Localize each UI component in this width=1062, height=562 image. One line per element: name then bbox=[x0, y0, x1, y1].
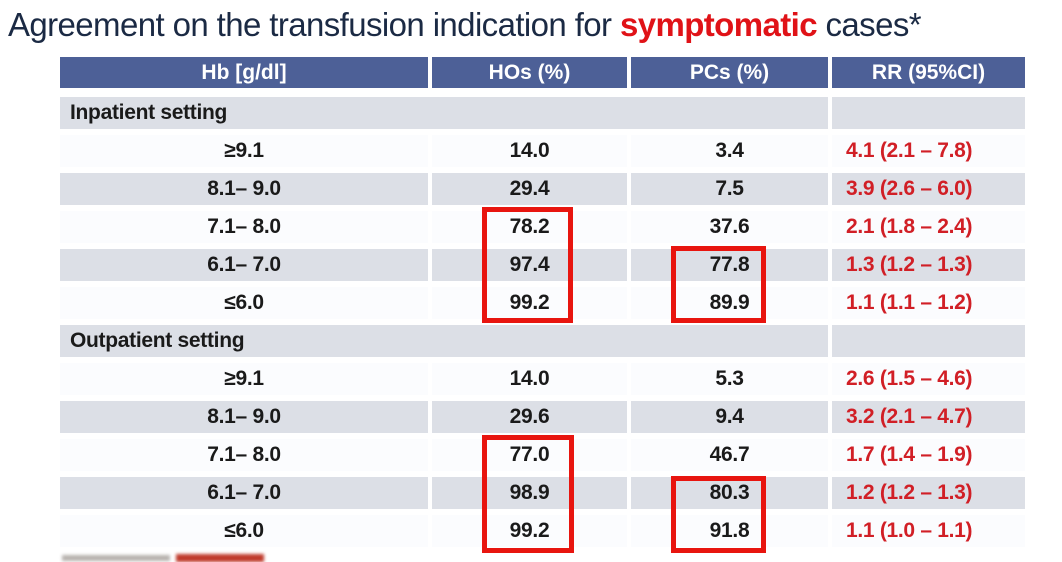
column-header-hos: HOs (%) bbox=[428, 57, 627, 88]
cell-rr: 2.1 (1.8 – 2.4) bbox=[828, 211, 1025, 249]
section-empty-cell bbox=[828, 97, 1025, 135]
footnote-fragment-gray bbox=[62, 555, 170, 561]
column-header-pcs: PCs (%) bbox=[627, 57, 828, 88]
table-row: 8.1– 9.0 29.4 7.5 3.9 (2.6 – 6.0) bbox=[60, 173, 1025, 211]
table-row: ≤6.0 99.2 89.9 1.1 (1.1 – 1.2) bbox=[60, 287, 1025, 325]
cell-hb: ≤6.0 bbox=[60, 287, 428, 325]
cell-hos: 98.9 bbox=[428, 477, 627, 515]
cell-rr: 1.1 (1.0 – 1.1) bbox=[828, 515, 1025, 553]
cell-rr: 4.1 (2.1 – 7.8) bbox=[828, 135, 1025, 173]
cell-pcs: 5.3 bbox=[627, 363, 828, 401]
column-header-hb: Hb [g/dl] bbox=[60, 57, 428, 88]
table-row: ≤6.0 99.2 91.8 1.1 (1.0 – 1.1) bbox=[60, 515, 1025, 553]
title-highlight: symptomatic bbox=[619, 6, 818, 43]
cell-hb: ≥9.1 bbox=[60, 363, 428, 401]
cell-hb: 7.1– 8.0 bbox=[60, 439, 428, 477]
cell-hb: ≤6.0 bbox=[60, 515, 428, 553]
cell-hos: 77.0 bbox=[428, 439, 627, 477]
cell-hos: 14.0 bbox=[428, 135, 627, 173]
footnote-fragment-red bbox=[176, 554, 264, 562]
section-empty-cell bbox=[828, 325, 1025, 363]
title-prefix: Agreement on the transfusion indication … bbox=[8, 6, 620, 43]
cell-pcs: 80.3 bbox=[627, 477, 828, 515]
column-header-rr: RR (95%CI) bbox=[828, 57, 1025, 88]
cell-hb: 8.1– 9.0 bbox=[60, 173, 428, 211]
cell-rr: 2.6 (1.5 – 4.6) bbox=[828, 363, 1025, 401]
table-header-row: Hb [g/dl] HOs (%) PCs (%) RR (95%CI) bbox=[60, 57, 1025, 88]
cell-hos: 14.0 bbox=[428, 363, 627, 401]
page-title: Agreement on the transfusion indication … bbox=[8, 6, 922, 44]
cell-hos: 29.4 bbox=[428, 173, 627, 211]
cell-pcs: 77.8 bbox=[627, 249, 828, 287]
cell-hb: 8.1– 9.0 bbox=[60, 401, 428, 439]
table-row: 7.1– 8.0 78.2 37.6 2.1 (1.8 – 2.4) bbox=[60, 211, 1025, 249]
cell-pcs: 7.5 bbox=[627, 173, 828, 211]
cell-hos: 78.2 bbox=[428, 211, 627, 249]
cell-rr: 1.7 (1.4 – 1.9) bbox=[828, 439, 1025, 477]
cell-rr: 3.9 (2.6 – 6.0) bbox=[828, 173, 1025, 211]
title-suffix: cases* bbox=[816, 6, 922, 43]
cell-hos: 99.2 bbox=[428, 515, 627, 553]
cell-hb: ≥9.1 bbox=[60, 135, 428, 173]
cell-hb: 7.1– 8.0 bbox=[60, 211, 428, 249]
cell-hos: 99.2 bbox=[428, 287, 627, 325]
cell-hb: 6.1– 7.0 bbox=[60, 249, 428, 287]
table-row: ≥9.1 14.0 5.3 2.6 (1.5 – 4.6) bbox=[60, 363, 1025, 401]
section-label: Inpatient setting bbox=[60, 97, 828, 135]
table-row: 6.1– 7.0 97.4 77.8 1.3 (1.2 – 1.3) bbox=[60, 249, 1025, 287]
cell-pcs: 9.4 bbox=[627, 401, 828, 439]
table-body: Inpatient setting ≥9.1 14.0 3.4 4.1 (2.1 – 7… bbox=[60, 97, 1025, 553]
table-row: ≥9.1 14.0 3.4 4.1 (2.1 – 7.8) bbox=[60, 135, 1025, 173]
table-row: 7.1– 8.0 77.0 46.7 1.7 (1.4 – 1.9) bbox=[60, 439, 1025, 477]
cell-hos: 29.6 bbox=[428, 401, 627, 439]
cell-rr: 1.1 (1.1 – 1.2) bbox=[828, 287, 1025, 325]
section-row: Inpatient setting bbox=[60, 97, 1025, 135]
cell-hb: 6.1– 7.0 bbox=[60, 477, 428, 515]
section-row: Outpatient setting bbox=[60, 325, 1025, 363]
agreement-table: Hb [g/dl] HOs (%) PCs (%) RR (95%CI) Inp… bbox=[60, 57, 1025, 553]
section-label: Outpatient setting bbox=[60, 325, 828, 363]
cell-rr: 1.2 (1.2 – 1.3) bbox=[828, 477, 1025, 515]
cell-rr: 3.2 (2.1 – 4.7) bbox=[828, 401, 1025, 439]
cell-rr: 1.3 (1.2 – 1.3) bbox=[828, 249, 1025, 287]
table-row: 6.1– 7.0 98.9 80.3 1.2 (1.2 – 1.3) bbox=[60, 477, 1025, 515]
cell-pcs: 46.7 bbox=[627, 439, 828, 477]
table-row: 8.1– 9.0 29.6 9.4 3.2 (2.1 – 4.7) bbox=[60, 401, 1025, 439]
cell-pcs: 89.9 bbox=[627, 287, 828, 325]
cell-hos: 97.4 bbox=[428, 249, 627, 287]
cell-pcs: 37.6 bbox=[627, 211, 828, 249]
cell-pcs: 91.8 bbox=[627, 515, 828, 553]
cell-pcs: 3.4 bbox=[627, 135, 828, 173]
